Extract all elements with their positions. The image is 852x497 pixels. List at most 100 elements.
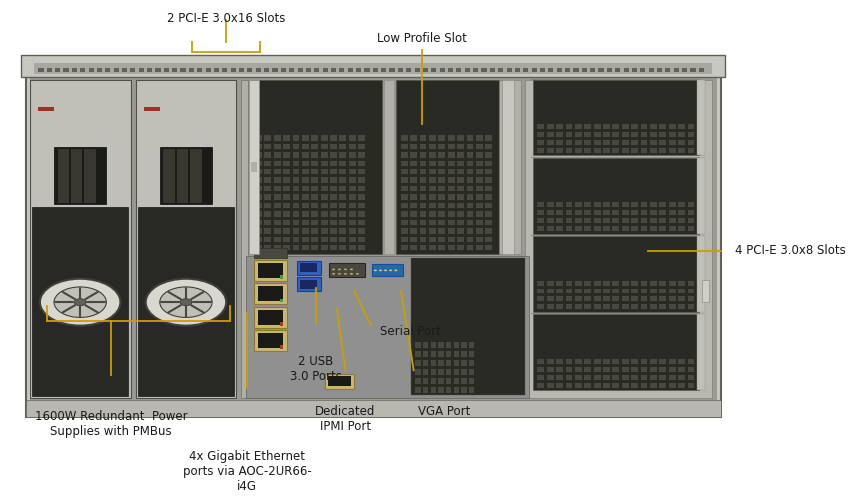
Bar — [264, 228, 271, 234]
Circle shape — [355, 273, 359, 275]
Bar — [556, 375, 562, 380]
Bar — [466, 135, 473, 141]
Bar — [640, 124, 647, 129]
Bar — [429, 211, 435, 217]
Bar — [498, 68, 503, 72]
Bar — [574, 367, 581, 372]
Bar — [457, 245, 463, 250]
Bar — [593, 226, 600, 231]
Bar — [214, 68, 219, 72]
Bar — [466, 211, 473, 217]
Bar — [457, 161, 463, 166]
Bar — [687, 202, 694, 207]
Bar — [264, 144, 271, 149]
Bar — [565, 296, 572, 301]
Bar — [537, 304, 544, 309]
Bar — [659, 140, 665, 145]
Bar — [358, 211, 365, 217]
Bar — [320, 220, 327, 225]
Bar — [466, 152, 473, 158]
Bar — [311, 237, 318, 242]
Bar — [565, 304, 572, 309]
Bar — [485, 203, 492, 208]
Bar — [330, 152, 337, 158]
Bar — [264, 177, 271, 183]
Bar — [621, 140, 628, 145]
Bar — [159, 147, 212, 204]
Bar — [447, 169, 454, 174]
Bar — [254, 260, 286, 281]
Bar — [292, 203, 299, 208]
Bar — [419, 203, 426, 208]
Bar — [649, 210, 656, 215]
Circle shape — [389, 269, 392, 271]
Bar — [687, 280, 694, 285]
Bar — [612, 218, 619, 223]
Bar — [144, 107, 159, 111]
Bar — [485, 220, 492, 225]
Bar — [348, 228, 355, 234]
Text: 2 USB
3.0 Ports: 2 USB 3.0 Ports — [290, 355, 341, 383]
Bar — [677, 226, 684, 231]
Bar — [537, 375, 544, 380]
Bar — [593, 296, 600, 301]
Bar — [292, 211, 299, 217]
Bar — [415, 342, 420, 348]
Bar — [621, 367, 628, 372]
Bar — [438, 245, 445, 250]
Bar — [546, 304, 553, 309]
Bar — [485, 194, 492, 200]
Bar — [621, 359, 628, 364]
Bar — [546, 359, 553, 364]
Bar — [419, 144, 426, 149]
Bar — [640, 367, 647, 372]
Bar — [438, 351, 443, 357]
Bar — [668, 383, 675, 388]
Bar — [556, 288, 562, 293]
Bar — [475, 211, 482, 217]
Bar — [485, 144, 492, 149]
Bar — [447, 237, 454, 242]
Bar — [80, 68, 85, 72]
Bar — [330, 245, 337, 250]
Bar — [339, 237, 346, 242]
Bar — [621, 148, 628, 153]
Bar — [556, 359, 562, 364]
Bar — [447, 186, 454, 191]
Bar — [255, 203, 262, 208]
Bar — [612, 375, 619, 380]
Bar — [190, 149, 201, 203]
Bar — [457, 211, 463, 217]
Bar — [311, 228, 318, 234]
Bar — [475, 237, 482, 242]
Bar — [302, 228, 308, 234]
Bar — [264, 161, 271, 166]
Bar — [593, 140, 600, 145]
Bar — [621, 210, 628, 215]
Bar — [410, 220, 417, 225]
Bar — [485, 135, 492, 141]
Bar — [176, 149, 188, 203]
Bar — [621, 288, 628, 293]
Bar — [255, 177, 262, 183]
Bar — [122, 68, 127, 72]
Bar — [515, 68, 520, 72]
Bar — [701, 280, 708, 302]
Bar — [640, 375, 647, 380]
Bar — [593, 210, 600, 215]
Bar — [32, 207, 128, 396]
Circle shape — [180, 299, 192, 306]
Bar — [574, 383, 581, 388]
Bar — [283, 144, 290, 149]
Bar — [574, 280, 581, 285]
Bar — [546, 226, 553, 231]
Bar — [485, 161, 492, 166]
Bar — [273, 177, 280, 183]
Bar — [292, 228, 299, 234]
Bar — [256, 68, 261, 72]
Bar — [659, 124, 665, 129]
Bar — [415, 369, 420, 375]
Bar — [306, 68, 311, 72]
Bar — [419, 220, 426, 225]
Bar — [546, 375, 553, 380]
